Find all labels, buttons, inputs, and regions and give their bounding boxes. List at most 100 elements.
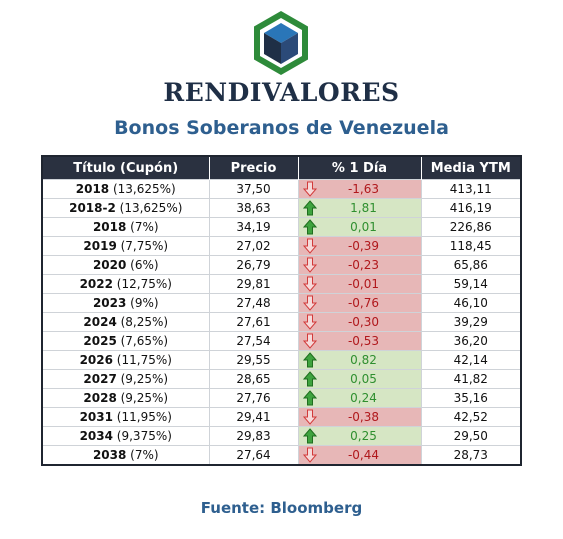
ytm-cell: 35,16 (420, 388, 522, 408)
bond-title-cell: 2020 (6%) (41, 255, 210, 275)
table-row: 2018 (13,625%) 37,50 -1,63 413,11 (41, 179, 522, 199)
bond-title-cell: 2027 (9,25%) (41, 369, 210, 389)
ytm-cell: 36,20 (420, 331, 522, 351)
arrow-down-icon (302, 447, 317, 463)
ytm-cell: 413,11 (420, 179, 522, 199)
bond-title-cell: 2019 (7,75%) (41, 236, 210, 256)
price-cell: 37,50 (208, 179, 299, 199)
ytm-cell: 42,14 (420, 350, 522, 370)
bond-title-cell: 2038 (7%) (41, 445, 210, 466)
arrow-up-icon (302, 428, 317, 444)
table-row: 2038 (7%) 27,64 -0,44 28,73 (41, 445, 522, 466)
table-row: 2018 (7%) 34,19 0,01 226,86 (41, 217, 522, 237)
price-cell: 27,64 (208, 445, 299, 466)
price-cell: 29,83 (208, 426, 299, 446)
change-cell: 0,01 (297, 217, 422, 237)
change-cell: -0,30 (297, 312, 422, 332)
price-cell: 27,02 (208, 236, 299, 256)
arrow-up-icon (302, 352, 317, 368)
table-row: 2028 (9,25%) 27,76 0,24 35,16 (41, 388, 522, 408)
bond-title-cell: 2034 (9,375%) (41, 426, 210, 446)
table-row: 2025 (7,65%) 27,54 -0,53 36,20 (41, 331, 522, 351)
table-row: 2034 (9,375%) 29,83 0,25 29,50 (41, 426, 522, 446)
change-cell: 1,81 (297, 198, 422, 218)
change-cell: 0,25 (297, 426, 422, 446)
bond-title-cell: 2031 (11,95%) (41, 407, 210, 427)
table-row: 2019 (7,75%) 27,02 -0,39 118,45 (41, 236, 522, 256)
arrow-down-icon (302, 238, 317, 254)
column-header-change: % 1 Día (297, 156, 421, 180)
page-subtitle: Bonos Soberanos de Venezuela (114, 117, 449, 139)
change-value: -0,76 (347, 296, 380, 310)
price-cell: 27,76 (208, 388, 299, 408)
change-value: 1,81 (350, 201, 377, 215)
table-row: 2026 (11,75%) 29,55 0,82 42,14 (41, 350, 522, 370)
change-value: 0,25 (350, 429, 377, 443)
ytm-cell: 65,86 (420, 255, 522, 275)
bonds-table: Título (Cupón) Precio % 1 Día Media YTM … (41, 155, 522, 466)
ytm-cell: 46,10 (420, 293, 522, 313)
price-cell: 27,61 (208, 312, 299, 332)
change-value: 0,05 (350, 372, 377, 386)
change-cell: -0,01 (297, 274, 422, 294)
price-cell: 27,48 (208, 293, 299, 313)
arrow-up-icon (302, 200, 317, 216)
ytm-cell: 42,52 (420, 407, 522, 427)
arrow-down-icon (302, 276, 317, 292)
ytm-cell: 39,29 (420, 312, 522, 332)
change-cell: -1,63 (297, 179, 422, 199)
bond-title-cell: 2026 (11,75%) (41, 350, 210, 370)
table-row: 2018-2 (13,625%) 38,63 1,81 416,19 (41, 198, 522, 218)
change-cell: -0,53 (297, 331, 422, 351)
arrow-down-icon (302, 333, 317, 349)
rendivalores-logo-icon (254, 11, 308, 75)
table-row: 2027 (9,25%) 28,65 0,05 41,82 (41, 369, 522, 389)
bond-title-cell: 2022 (12,75%) (41, 274, 210, 294)
change-cell: 0,05 (297, 369, 422, 389)
table-row: 2022 (12,75%) 29,81 -0,01 59,14 (41, 274, 522, 294)
bond-title-cell: 2018 (13,625%) (41, 179, 210, 199)
column-header-title: Título (Cupón) (42, 156, 209, 180)
price-cell: 34,19 (208, 217, 299, 237)
arrow-down-icon (302, 409, 317, 425)
change-value: -0,30 (347, 315, 380, 329)
table-row: 2020 (6%) 26,79 -0,23 65,86 (41, 255, 522, 275)
ytm-cell: 226,86 (420, 217, 522, 237)
change-cell: 0,24 (297, 388, 422, 408)
change-cell: -0,44 (297, 445, 422, 466)
change-value: -0,01 (347, 277, 380, 291)
change-value: -0,53 (347, 334, 380, 348)
bond-title-cell: 2018-2 (13,625%) (41, 198, 210, 218)
table-row: 2023 (9%) 27,48 -0,76 46,10 (41, 293, 522, 313)
change-value: -0,39 (347, 239, 380, 253)
bond-title-cell: 2024 (8,25%) (41, 312, 210, 332)
table-row: 2024 (8,25%) 27,61 -0,30 39,29 (41, 312, 522, 332)
bond-title: 2018-2 (13,625%) (69, 201, 183, 215)
ytm-cell: 59,14 (420, 274, 522, 294)
ytm-cell: 416,19 (420, 198, 522, 218)
bond-title: 2025 (7,65%) (83, 334, 169, 348)
bond-title: 2024 (8,25%) (83, 315, 169, 329)
price-cell: 29,55 (208, 350, 299, 370)
price-cell: 29,81 (208, 274, 299, 294)
price-cell: 26,79 (208, 255, 299, 275)
price-cell: 28,65 (208, 369, 299, 389)
change-cell: 0,82 (297, 350, 422, 370)
bond-title: 2027 (9,25%) (83, 372, 169, 386)
bond-title: 2028 (9,25%) (83, 391, 169, 405)
change-value: -0,38 (347, 410, 380, 424)
ytm-cell: 28,73 (420, 445, 522, 466)
bond-title: 2034 (9,375%) (79, 429, 172, 443)
arrow-up-icon (302, 390, 317, 406)
change-value: 0,01 (350, 220, 377, 234)
bond-title: 2020 (6%) (92, 258, 159, 272)
arrow-down-icon (302, 257, 317, 273)
bond-title: 2018 (13,625%) (75, 182, 176, 196)
change-value: -0,44 (347, 448, 380, 462)
arrow-down-icon (302, 295, 317, 311)
arrow-down-icon (302, 314, 317, 330)
bond-title: 2019 (7,75%) (83, 239, 169, 253)
change-cell: -0,38 (297, 407, 422, 427)
bond-title: 2038 (7%) (92, 448, 159, 462)
bond-title: 2022 (12,75%) (79, 277, 172, 291)
